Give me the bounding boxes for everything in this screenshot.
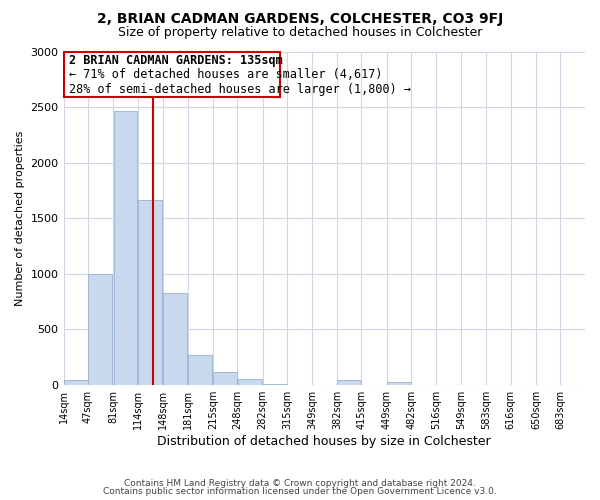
Bar <box>337 380 361 384</box>
FancyBboxPatch shape <box>64 52 280 97</box>
Bar <box>88 274 112 384</box>
Bar <box>213 372 237 384</box>
Bar <box>238 379 262 384</box>
Bar <box>113 112 137 384</box>
X-axis label: Distribution of detached houses by size in Colchester: Distribution of detached houses by size … <box>157 434 491 448</box>
Bar <box>64 380 88 384</box>
Text: Contains HM Land Registry data © Crown copyright and database right 2024.: Contains HM Land Registry data © Crown c… <box>124 478 476 488</box>
Text: Size of property relative to detached houses in Colchester: Size of property relative to detached ho… <box>118 26 482 39</box>
Bar <box>138 200 162 384</box>
Bar <box>163 292 187 384</box>
Bar <box>387 382 411 384</box>
Text: Contains public sector information licensed under the Open Government Licence v3: Contains public sector information licen… <box>103 488 497 496</box>
Bar <box>188 354 212 384</box>
Text: 28% of semi-detached houses are larger (1,800) →: 28% of semi-detached houses are larger (… <box>70 83 412 96</box>
Y-axis label: Number of detached properties: Number of detached properties <box>15 130 25 306</box>
Text: ← 71% of detached houses are smaller (4,617): ← 71% of detached houses are smaller (4,… <box>70 68 383 82</box>
Text: 2 BRIAN CADMAN GARDENS: 135sqm: 2 BRIAN CADMAN GARDENS: 135sqm <box>70 54 283 67</box>
Text: 2, BRIAN CADMAN GARDENS, COLCHESTER, CO3 9FJ: 2, BRIAN CADMAN GARDENS, COLCHESTER, CO3… <box>97 12 503 26</box>
